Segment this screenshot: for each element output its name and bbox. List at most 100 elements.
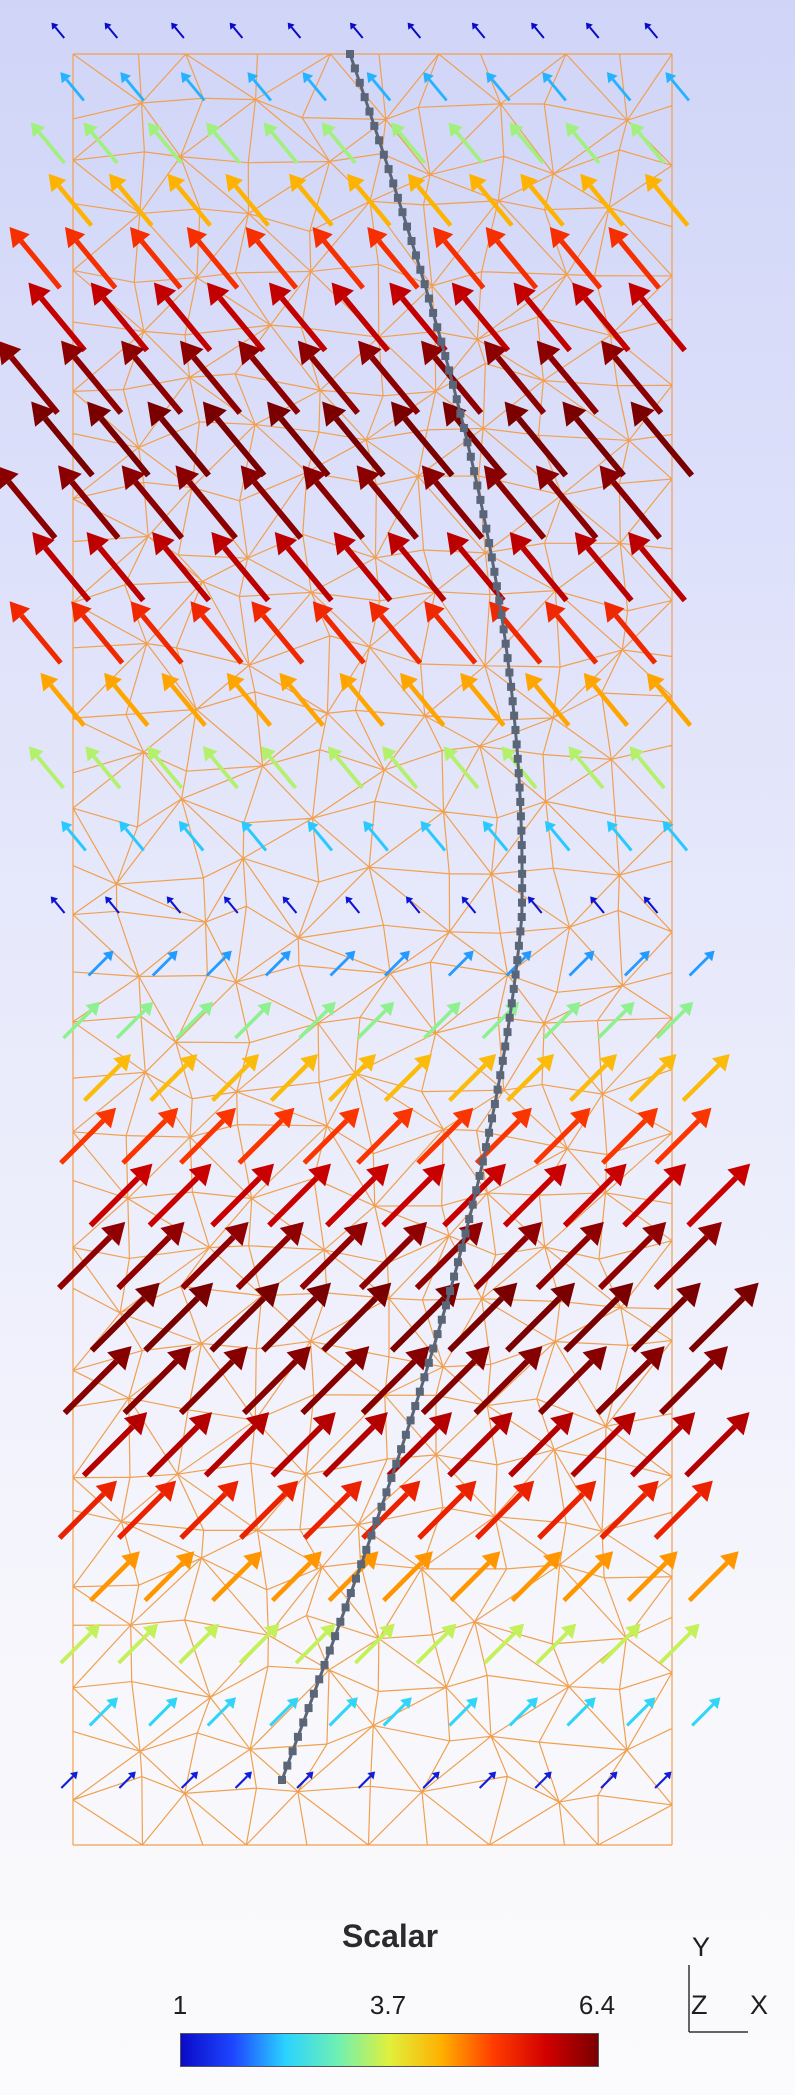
path-marker [389,179,398,188]
path-marker [407,236,416,245]
axis-y-label: Y [692,1932,711,1962]
vector-arrow [665,72,691,102]
vector-arrow [302,465,366,540]
vector-arrow [88,1697,118,1727]
legend-tick-mid: 3.7 [369,1990,407,2020]
vector-arrow [347,173,392,227]
vector-arrow [190,601,244,665]
vector-arrow [536,340,599,415]
vector-arrow [115,1001,154,1040]
vector-arrow [363,820,389,852]
vector-arrow [226,672,273,727]
vector-arrow [407,173,453,227]
path-marker [468,1200,477,1209]
vector-arrow [328,1697,358,1727]
vector-arrow [50,896,66,914]
path-marker [420,1373,429,1382]
vector-arrow [473,1346,543,1416]
vector-arrow [599,1623,641,1665]
vector-arrow [383,1053,432,1103]
vector-arrow [421,340,484,415]
vector-arrow [442,1163,507,1228]
vector-arrow [421,465,485,540]
vector-arrow [451,282,511,353]
vector-arrow [229,22,244,39]
vector-arrow [307,820,334,852]
vector-arrow [423,72,448,102]
path-marker [497,610,506,619]
vector-arrow [61,340,124,415]
vector-arrow [446,531,506,603]
vector-arrow [549,227,603,290]
vector-arrow [245,227,299,290]
path-marker [415,1387,424,1396]
vector-arrow [9,601,63,665]
vector-arrow [211,531,271,603]
path-marker [473,481,482,490]
vector-arrow [269,282,328,353]
vector-arrow [211,1551,262,1603]
path-marker [505,668,514,677]
vector-arrow [420,1346,490,1416]
vector-arrow [390,401,455,478]
vector-arrow [61,820,87,852]
vector-arrow [166,896,182,914]
path-marker [448,380,457,389]
vector-arrow [537,1480,597,1540]
vector-arrow [691,1697,721,1727]
streamline-path [278,50,527,1784]
vector-arrow [542,72,567,102]
vector-arrow [562,1163,627,1228]
vector-arrow [121,1107,179,1165]
path-marker [429,308,438,317]
vector-arrow [533,1107,591,1165]
vector-arrow [629,1412,696,1478]
vector-arrow [161,672,207,727]
path-marker [416,265,425,274]
vector-arrow [544,820,571,852]
vector-arrow [299,1221,368,1291]
vector-arrow [417,1480,477,1540]
legend-tick-max: 6.4 [578,1990,616,2020]
vector-arrow [574,531,634,603]
vector-arrow [423,1001,461,1040]
vector-arrow [568,1053,618,1103]
vector-arrow [565,122,601,165]
path-marker [485,539,494,548]
vector-arrow [626,1551,678,1603]
path-marker [475,1171,484,1180]
path-marker [515,783,524,792]
vector-arrow [116,1221,185,1291]
path-marker [452,395,461,404]
vector-arrow [415,1623,457,1665]
vector-arrow [536,465,599,540]
vector-arrow [405,896,421,914]
vector-arrow [28,282,87,353]
vector-arrow [302,1480,363,1540]
vector-arrow [622,1163,687,1228]
vector-arrow [596,1001,635,1040]
vector-arrow [105,896,120,914]
path-marker [450,1272,459,1281]
vector-arrow [585,22,600,39]
vector-arrow [420,820,447,852]
vector-arrow [287,22,302,39]
vector-arrow [655,1001,694,1040]
vector-arrow [130,601,184,665]
path-marker [490,567,499,576]
vector-arrow [358,1221,428,1291]
vector-arrow [60,72,85,102]
vector-arrow [535,1221,604,1291]
vector-arrow [209,1282,280,1353]
vector-arrow [568,950,595,977]
path-marker [393,193,402,202]
vector-arrow [623,950,650,977]
vector-arrow [206,1697,237,1727]
vector-arrow [59,1623,101,1665]
vector-arrow [179,340,243,415]
vector-arrow [321,122,357,165]
vector-arrow [598,1221,667,1291]
path-marker [367,1531,376,1540]
vector-arrow [211,1053,260,1103]
